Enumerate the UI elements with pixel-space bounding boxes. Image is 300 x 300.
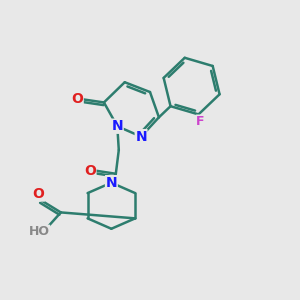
Text: N: N [135,130,147,144]
Text: O: O [71,92,83,106]
Text: HO: HO [28,225,50,238]
Text: N: N [112,119,123,133]
Text: O: O [33,187,44,201]
Text: N: N [106,176,117,190]
Text: F: F [196,115,205,128]
Text: O: O [84,164,96,178]
